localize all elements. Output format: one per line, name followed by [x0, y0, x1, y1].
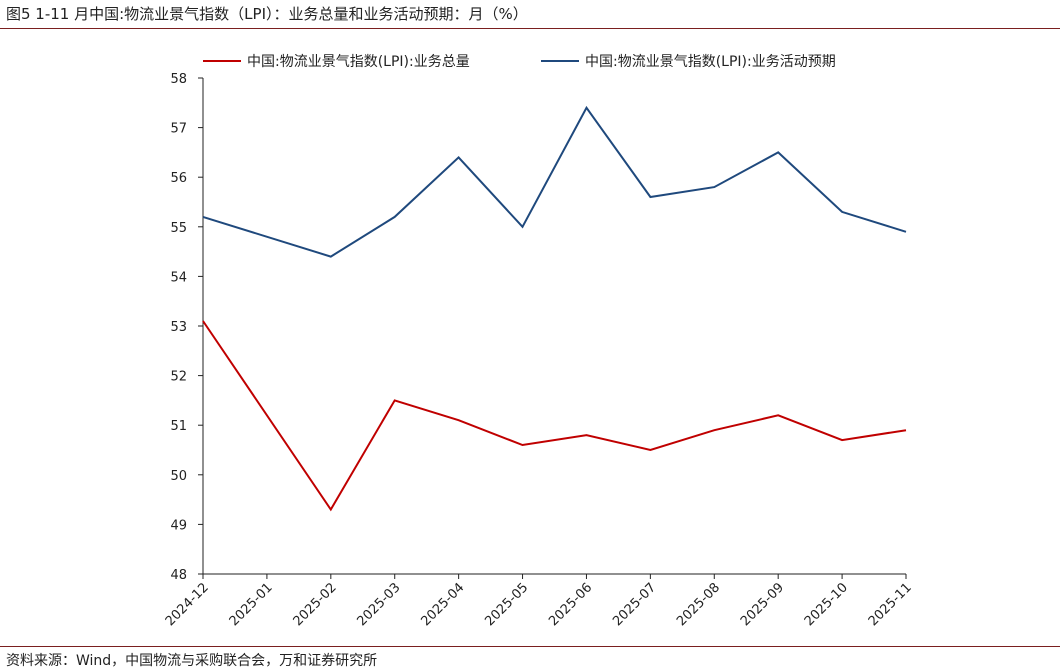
x-tick-label: 2025-05: [482, 580, 531, 629]
legend-label-2: 中国:物流业景气指数(LPI):业务活动预期: [585, 54, 836, 70]
title-divider: [0, 28, 1060, 29]
x-tick-label: 2025-08: [674, 580, 723, 629]
chart-series: [202, 105, 907, 512]
x-tick-label: 2025-03: [355, 580, 404, 629]
x-tick-label: 2025-04: [418, 580, 467, 629]
legend: 中国:物流业景气指数(LPI):业务总量 中国:物流业景气指数(LPI):业务活动…: [203, 54, 836, 70]
y-tick-label: 56: [170, 171, 187, 186]
y-tick-label: 50: [170, 469, 187, 484]
y-tick-label: 49: [170, 518, 187, 533]
y-tick-label: 55: [170, 221, 187, 236]
x-tick-label: 2025-02: [291, 580, 340, 629]
x-tick-label: 2024-12: [163, 580, 212, 629]
y-tick-label: 48: [170, 568, 187, 583]
chart-axes: 48 49 50 51 52 53 54 55 56 57 58 2024-12 2025-01 2025…: [163, 72, 915, 629]
x-tick-label: 2025-11: [866, 580, 915, 629]
y-tick-label: 53: [170, 320, 187, 335]
source-note: 资料来源：Wind，中国物流与采购联合会，万和证券研究所: [6, 653, 378, 669]
legend-label-1: 中国:物流业景气指数(LPI):业务总量: [247, 54, 470, 70]
x-tick-label: 2025-01: [227, 580, 276, 629]
x-tick-label: 2025-09: [738, 580, 787, 629]
x-tick-label: 2025-06: [546, 580, 595, 629]
y-tick-label: 52: [170, 370, 187, 385]
y-tick-label: 51: [170, 419, 187, 434]
series-line-2: [202, 105, 907, 258]
series-line-1: [202, 320, 907, 512]
y-tick-label: 54: [170, 270, 187, 285]
x-tick-label: 2025-10: [802, 580, 851, 629]
footer-divider: [0, 646, 1060, 647]
y-tick-label: 57: [170, 122, 187, 137]
y-tick-label: 58: [170, 72, 187, 87]
x-tick-label: 2025-07: [610, 580, 659, 629]
figure-title: 图5 1-11 月中国:物流业景气指数（LPI）：业务总量和业务活动预期：月（%…: [6, 5, 528, 23]
